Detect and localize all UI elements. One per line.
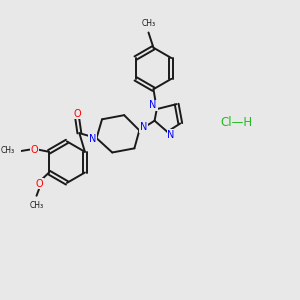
Text: CH₃: CH₃ — [141, 19, 155, 28]
Text: O: O — [30, 145, 38, 154]
Text: CH₃: CH₃ — [29, 201, 44, 210]
Text: N: N — [89, 134, 96, 144]
Text: N: N — [167, 130, 175, 140]
Text: O: O — [35, 178, 43, 189]
Text: O: O — [73, 109, 81, 118]
Text: N: N — [140, 122, 147, 132]
Text: CH₃: CH₃ — [1, 146, 15, 155]
Text: Cl—H: Cl—H — [220, 116, 253, 129]
Text: N: N — [149, 100, 157, 110]
